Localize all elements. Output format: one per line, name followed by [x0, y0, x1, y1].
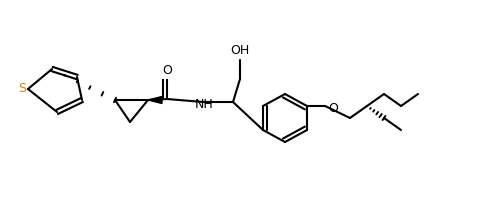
- Text: O: O: [328, 102, 338, 114]
- Text: S: S: [18, 82, 26, 95]
- Text: O: O: [162, 64, 172, 78]
- Text: OH: OH: [230, 43, 249, 57]
- Polygon shape: [148, 96, 162, 103]
- Text: NH: NH: [195, 98, 214, 110]
